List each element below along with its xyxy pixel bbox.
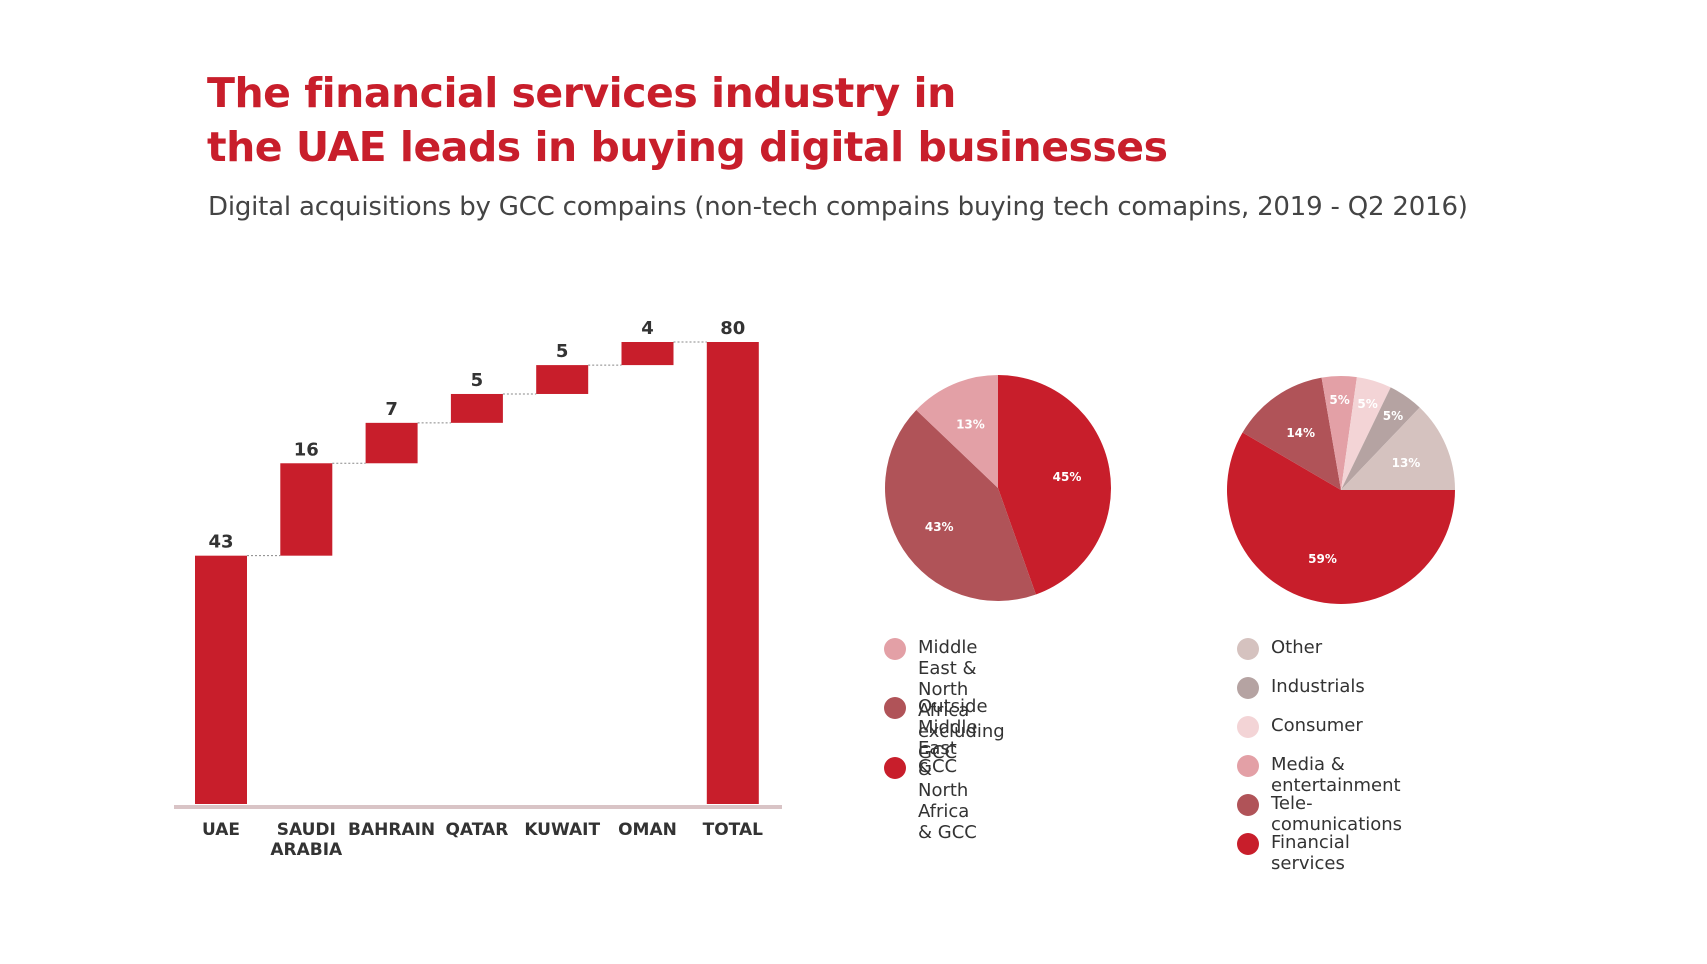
pie-chart-industry: 59% 14% 5% 5% 5% 13%	[1227, 376, 1455, 605]
legend-label: Tele-comunications	[1271, 793, 1403, 835]
legend-swatch	[1237, 833, 1259, 855]
slice-label-media-entertainment: 5%	[1329, 393, 1349, 407]
value-label-saudi-arabia: 16	[294, 439, 319, 460]
title-line-2: the UAE leads in buying digital business…	[207, 123, 1168, 171]
category-label-saudi-arabia: SAUDI	[277, 820, 336, 840]
category-label-oman: OMAN	[618, 820, 677, 840]
category-label-kuwait: KUWAIT	[524, 820, 600, 840]
category-label-uae: UAE	[202, 820, 240, 840]
bar-bahrain	[365, 422, 418, 464]
bar-uae	[195, 555, 247, 804]
value-label-kuwait: 5	[556, 341, 569, 362]
legend-item-middle-east-north-africa-excluding-gcc: Middle East & North Africa excluding GCC	[884, 637, 1005, 763]
legend-label: Industrials	[1271, 676, 1365, 697]
pie-slice-tele-comunications	[1242, 377, 1341, 490]
legend-item-gcc: GCC	[884, 756, 957, 779]
value-label-total: 80	[720, 318, 745, 339]
legend-item-media-entertainment: Media & entertainment	[1237, 754, 1401, 796]
pie-slice-middle-east-north-africa-excluding-gcc	[916, 375, 998, 488]
legend-item-outside-middle-east-north-africa-gcc: Outside Middle East & North Africa & GCC	[884, 696, 988, 843]
bar-kuwait	[536, 365, 589, 394]
legend-label: Financial services	[1271, 832, 1350, 874]
legend-item-tele-comunications: Tele-comunications	[1237, 793, 1402, 835]
value-label-qatar: 5	[471, 370, 484, 391]
legend-item-other: Other	[1237, 637, 1322, 660]
bar-saudi-arabia	[280, 463, 333, 556]
pie-slice-financial-services	[1227, 432, 1455, 605]
category-label-bahrain: BAHRAIN	[348, 820, 435, 840]
legend-swatch	[1237, 638, 1259, 660]
x-axis-baseline	[174, 805, 782, 809]
legend-item-financial-services: Financial services	[1237, 832, 1350, 874]
bar-oman	[621, 342, 674, 366]
slice-label-consumer: 5%	[1357, 397, 1377, 411]
legend-item-industrials: Industrials	[1237, 676, 1365, 699]
legend-swatch	[1237, 716, 1259, 738]
value-label-uae: 43	[208, 532, 233, 553]
legend-item-consumer: Consumer	[1237, 715, 1363, 738]
chart-title: The financial services industry in the U…	[207, 66, 1168, 174]
pie-slice-outside-middle-east-north-africa-gcc	[885, 409, 1036, 601]
slice-label-tele-comunications: 14%	[1286, 426, 1315, 440]
slice-label-industrials: 5%	[1383, 409, 1403, 423]
legend-swatch	[1237, 794, 1259, 816]
bar-total	[706, 342, 759, 804]
pie-slice-industrials	[1341, 387, 1420, 490]
slice-label-middle-east-north-africa-excluding-gcc: 13%	[956, 418, 985, 432]
legend-swatch	[1237, 755, 1259, 777]
slice-label-financial-services: 59%	[1308, 552, 1337, 566]
legend-label: GCC	[918, 756, 958, 777]
legend-swatch	[1237, 677, 1259, 699]
legend-label: Middle East & North Africa excluding GCC	[918, 637, 1005, 763]
legend-label: Consumer	[1271, 715, 1363, 736]
pie-slice-gcc	[998, 375, 1112, 595]
category-label-saudi-arabia-line2: ARABIA	[270, 840, 343, 860]
legend-label: Media & entertainment	[1271, 754, 1401, 796]
bar-qatar	[450, 393, 503, 423]
legend-label: Outside Middle East & North Africa & GCC	[918, 696, 988, 843]
pie-chart-region: 45% 43% 13%	[885, 375, 1112, 601]
slice-label-other: 13%	[1392, 456, 1421, 470]
category-label-total: TOTAL	[703, 820, 763, 840]
category-label-qatar: QATAR	[445, 820, 508, 840]
title-line-1: The financial services industry in	[207, 69, 956, 117]
legend-label: Other	[1271, 637, 1323, 658]
slice-label-outside-middle-east-north-africa-gcc: 43%	[925, 520, 954, 534]
value-label-oman: 4	[641, 318, 654, 339]
legend-swatch	[884, 638, 906, 660]
chart-subtitle: Digital acquisitions by GCC compains (no…	[208, 192, 1468, 222]
legend-swatch	[884, 697, 906, 719]
pie-slice-consumer	[1341, 377, 1391, 490]
pie-slice-other	[1341, 407, 1455, 490]
value-label-bahrain: 7	[385, 399, 398, 420]
legend-swatch	[884, 757, 906, 779]
slice-label-gcc: 45%	[1053, 470, 1082, 484]
pie-slice-media-entertainment	[1321, 376, 1357, 490]
